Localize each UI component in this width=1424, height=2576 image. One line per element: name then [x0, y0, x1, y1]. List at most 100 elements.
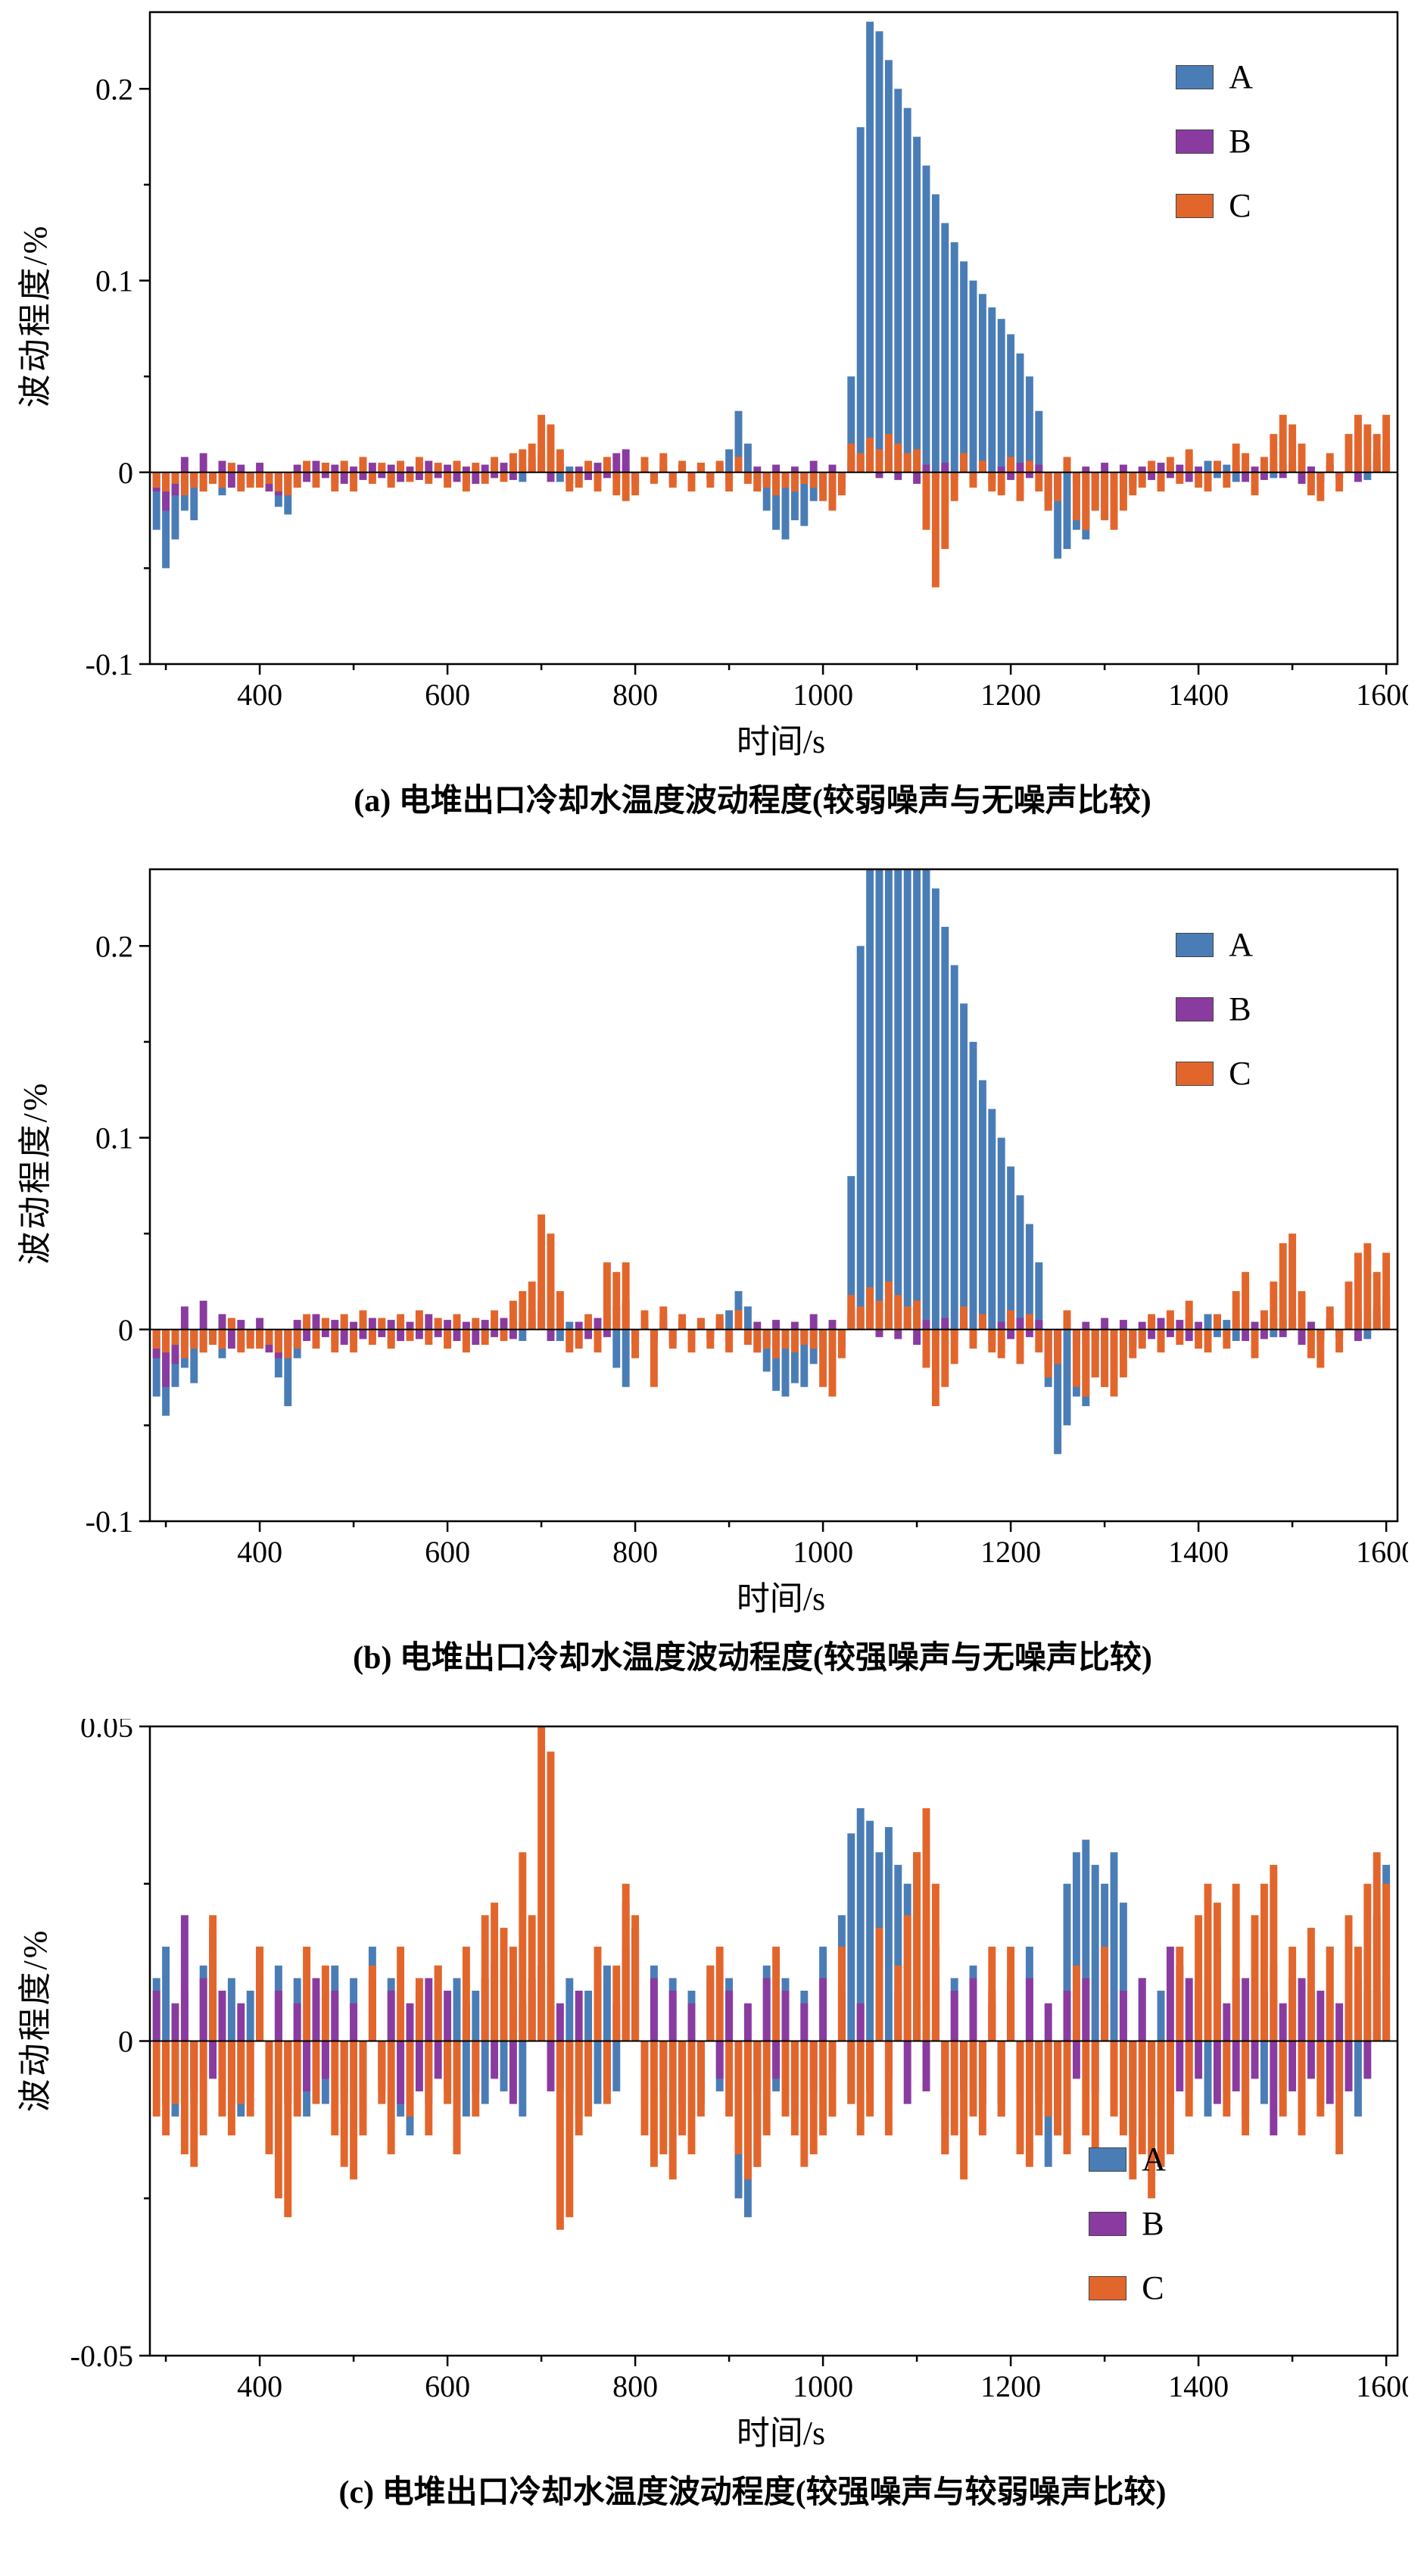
y-axis-label-c: 波动程度/%	[17, 1928, 54, 2113]
x-tick-label: 1400	[1168, 1535, 1229, 1569]
legend-label-A: A	[1229, 926, 1253, 963]
legend-swatch-C	[1176, 1061, 1214, 1086]
caption-b: (b) 电堆出口冷却水温度波动程度(较强噪声与无噪声比较)	[353, 1641, 1152, 1676]
y-tick-label: -0.1	[86, 1505, 133, 1539]
legend-label-A: A	[1142, 2141, 1166, 2178]
x-tick-label: 1400	[1168, 2369, 1229, 2403]
plot-area-a: 400 600 800 1000 1200 1400 1600 -0.1 0 0.1 0.2	[86, 11, 1408, 712]
tick-labels: 400 600 800 1000 1200 1400 1600 -0.1 0 0.1 0.2	[86, 929, 1408, 1569]
x-tick-label: 1000	[793, 1535, 853, 1569]
axis-ticks	[139, 945, 1388, 1532]
plot-wrap-b: 400 600 800 1000 1200 1400 1600 -0.1 0 0.1 0.2 A B…	[53, 862, 1408, 1570]
bars-layer	[152, 21, 1391, 588]
x-tick-label: 1000	[793, 678, 853, 712]
plot-frame	[148, 868, 1399, 1523]
plot-wrap-a: 400 600 800 1000 1200 1400 1600 -0.1 0 0.1 0.2 A B…	[53, 5, 1408, 713]
y-tick-label: 0.05	[80, 1719, 133, 1744]
x-axis-label-c: 时间/s	[736, 2415, 826, 2452]
legend-item-a-C: C	[1176, 186, 1253, 225]
bars-layer	[152, 869, 1391, 1455]
series-C-bars	[152, 414, 1391, 588]
legend-item-c-C: C	[1089, 2269, 1166, 2307]
y-tick-label: 0	[118, 456, 133, 490]
legend-item-a-A: A	[1176, 58, 1253, 96]
legend-b: A B C	[1176, 925, 1253, 1093]
y-tick-label: 0.1	[95, 264, 133, 298]
legend-swatch-B	[1176, 996, 1214, 1021]
plot-row-c: 波动程度/% 400 600 800 1000 1200 1400 1600 -0.05 0 0.…	[11, 1719, 1415, 2404]
y-axis-column-a: 波动程度/%	[11, 5, 54, 713]
caption-a: (a) 电堆出口冷却水温度波动程度(较弱噪声与无噪声比较)	[354, 784, 1151, 819]
x-tick-label: 1400	[1168, 678, 1229, 712]
plot-area-b: 400 600 800 1000 1200 1400 1600 -0.1 0 0.1 0.2	[86, 868, 1408, 1569]
legend-item-b-C: C	[1176, 1054, 1253, 1093]
bars-layer	[152, 1726, 1391, 2230]
legend-label-B: B	[1229, 123, 1251, 160]
plot-row-b: 波动程度/% 400 600 800 1000 1200 1400 1600 -0.1 0 0.1…	[11, 862, 1415, 1570]
x-tick-label: 600	[425, 2369, 470, 2403]
y-tick-label: -0.1	[86, 647, 133, 681]
x-tick-label: 1200	[980, 1535, 1041, 1569]
legend-swatch-A	[1089, 2147, 1127, 2172]
legend-label-C: C	[1142, 2269, 1164, 2306]
x-tick-label: 400	[237, 2369, 282, 2403]
legend-label-C: C	[1229, 187, 1251, 224]
y-axis-column-b: 波动程度/%	[11, 862, 54, 1570]
legend-label-B: B	[1229, 990, 1251, 1028]
chart-c: 波动程度/% 400 600 800 1000 1200 1400 1600 -0.05 0 0.…	[11, 1719, 1415, 2512]
legend-label-B: B	[1142, 2205, 1164, 2242]
plot-area-c: 400 600 800 1000 1200 1400 1600 -0.05 0 0.05	[70, 1719, 1408, 2403]
x-axis-label-a: 时间/s	[736, 723, 826, 760]
x-tick-label: 1200	[980, 678, 1041, 712]
legend-item-c-B: B	[1089, 2204, 1166, 2243]
y-tick-label: 0.2	[95, 72, 133, 106]
y-axis-column-c: 波动程度/%	[11, 1719, 54, 2404]
plot-wrap-c: 400 600 800 1000 1200 1400 1600 -0.05 0 0.05 A B …	[53, 1719, 1408, 2404]
x-tick-label: 600	[425, 1535, 470, 1569]
y-tick-label: 0.1	[95, 1121, 133, 1155]
x-tick-label: 800	[612, 2369, 658, 2403]
series-C-bars	[152, 1214, 1391, 1407]
series-C-bars	[152, 1726, 1391, 2230]
tick-labels: 400 600 800 1000 1200 1400 1600 -0.1 0 0.1 0.2	[86, 72, 1408, 712]
plot-frame	[148, 11, 1399, 666]
legend-swatch-A	[1176, 932, 1214, 957]
y-tick-label: 0.2	[95, 929, 133, 963]
x-tick-label: 800	[612, 1535, 658, 1569]
tick-labels: 400 600 800 1000 1200 1400 1600 -0.05 0 0.05	[70, 1719, 1408, 2403]
y-tick-label: 0	[118, 2025, 133, 2059]
axis-ticks	[139, 1725, 1388, 2366]
legend-swatch-C	[1089, 2275, 1127, 2300]
chart-a: 波动程度/% 400 600 800 1000 1200 1400 1600 -0.1 0 0.1…	[11, 5, 1415, 821]
x-tick-label: 1600	[1356, 2369, 1408, 2403]
x-tick-label: 800	[612, 678, 658, 712]
x-tick-label: 1200	[980, 2369, 1041, 2403]
axis-ticks	[139, 88, 1388, 675]
legend-swatch-B	[1089, 2211, 1127, 2236]
legend-a: A B C	[1176, 58, 1253, 225]
legend-swatch-B	[1176, 129, 1214, 154]
legend-item-a-B: B	[1176, 122, 1253, 161]
x-tick-label: 1000	[793, 2369, 853, 2403]
y-tick-label: -0.05	[70, 2339, 133, 2373]
plot-row-a: 波动程度/% 400 600 800 1000 1200 1400 1600 -0.1 0 0.1…	[11, 5, 1415, 713]
legend-swatch-C	[1176, 193, 1214, 218]
y-tick-label: 0	[118, 1313, 133, 1347]
x-tick-label: 400	[237, 678, 282, 712]
legend-item-c-A: A	[1089, 2140, 1166, 2178]
x-tick-label: 400	[237, 1535, 282, 1569]
legend-label-A: A	[1229, 58, 1253, 95]
y-axis-label-b: 波动程度/%	[17, 1081, 54, 1265]
x-tick-label: 600	[425, 678, 470, 712]
legend-label-C: C	[1229, 1055, 1251, 1092]
legend-item-b-A: A	[1176, 925, 1253, 964]
x-axis-label-b: 时间/s	[736, 1580, 826, 1617]
caption-c: (c) 电堆出口冷却水温度波动程度(较强噪声与较弱噪声比较)	[338, 2475, 1167, 2510]
x-tick-label: 1600	[1356, 1535, 1408, 1569]
legend-c: A B C	[1089, 2140, 1166, 2307]
y-axis-label-a: 波动程度/%	[17, 223, 54, 408]
x-tick-label: 1600	[1356, 678, 1408, 712]
legend-item-b-B: B	[1176, 990, 1253, 1028]
legend-swatch-A	[1176, 64, 1214, 89]
